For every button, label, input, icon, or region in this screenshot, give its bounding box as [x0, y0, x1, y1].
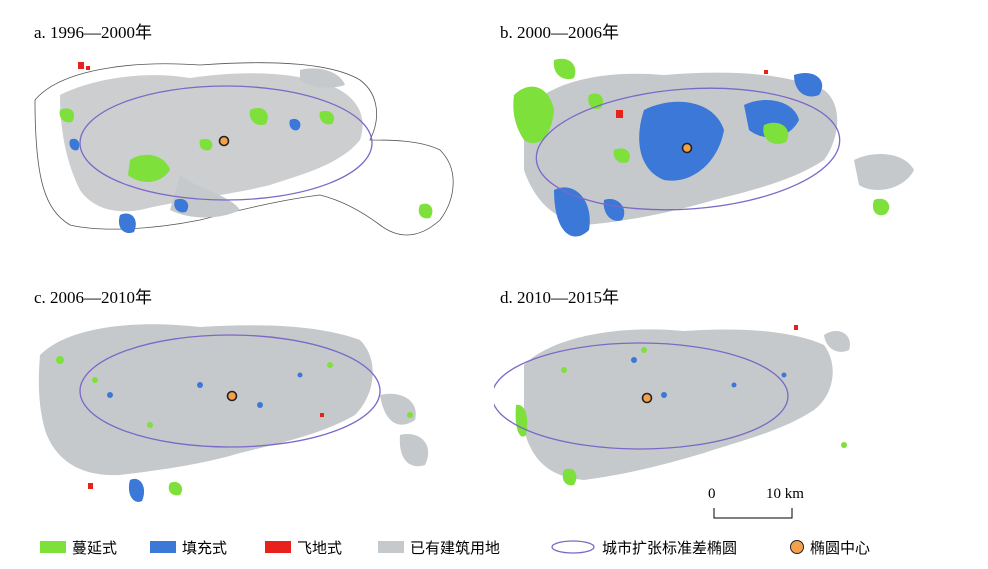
leapfrog-patches-d	[794, 325, 798, 330]
std-ellipse-b	[535, 87, 841, 211]
legend-item-sprawl: 蔓延式	[40, 536, 117, 558]
map-a	[34, 62, 454, 236]
sprawl-patches-c	[56, 356, 413, 496]
ellipse-center-b	[681, 142, 693, 154]
legend-label-center: 椭圆中心	[810, 538, 871, 557]
leapfrog-patches-b	[616, 70, 768, 118]
scale-line	[713, 508, 793, 519]
map-panel-c: c. 2006—2010年	[0, 265, 494, 523]
infill-patches-b	[554, 72, 823, 237]
sprawl-swatch	[40, 541, 66, 553]
legend-item-ellipse: 城市扩张标准差椭圆	[550, 536, 737, 558]
map-panel-d: d. 2010—2015年	[494, 265, 988, 523]
sprawl-patches-b	[513, 58, 890, 216]
ellipse-center-d	[641, 392, 653, 404]
legend-item-leapfrog: 飞地式	[265, 536, 342, 558]
infill-patches-d	[631, 357, 787, 398]
std-ellipse-d	[494, 342, 789, 450]
scale-label-zero: 0	[708, 486, 716, 502]
panel-title-b: b. 2000—2006年	[500, 23, 619, 42]
ellipse-center-a	[218, 135, 230, 147]
infill-patches-a	[69, 118, 301, 234]
scale-bar: 0 10 km	[706, 486, 826, 526]
map-c	[38, 324, 429, 502]
legend-item-infill: 填充式	[150, 536, 227, 558]
existing-swatch	[378, 541, 404, 553]
std-ellipse-a	[79, 85, 373, 201]
ellipse-swatch-icon	[551, 540, 595, 554]
leapfrog-patches-a	[78, 62, 90, 70]
existing-land-d	[524, 329, 850, 480]
scale-label-ten: 10 km	[766, 486, 804, 502]
map-panel-a: a. 1996—2000年	[0, 0, 494, 258]
existing-land-c	[38, 324, 429, 476]
legend-label-sprawl: 蔓延式	[72, 538, 118, 557]
legend-label-ellipse: 城市扩张标准差椭圆	[602, 538, 738, 557]
legend-label-existing: 已有建筑用地	[410, 538, 501, 557]
legend-item-center: 椭圆中心	[790, 536, 870, 558]
map-b	[513, 58, 914, 237]
ellipse-center-c	[226, 390, 238, 402]
panel-title-d: d. 2010—2015年	[500, 288, 619, 307]
leapfrog-patches-c	[88, 413, 324, 489]
legend: 蔓延式 填充式 飞地式 已有建筑用地 城市扩张标准差椭圆 椭圆中心	[0, 530, 988, 566]
legend-label-leapfrog: 飞地式	[297, 538, 343, 557]
infill-swatch	[150, 541, 176, 553]
leapfrog-swatch	[265, 541, 291, 553]
panel-title-c: c. 2006—2010年	[34, 288, 153, 307]
infill-patches-c	[107, 372, 303, 502]
std-ellipse-c	[79, 334, 381, 448]
map-d	[494, 325, 850, 486]
map-panel-b: b. 2000—2006年	[494, 0, 988, 258]
panel-title-a: a. 1996—2000年	[34, 23, 153, 42]
center-dot-icon	[790, 540, 804, 554]
legend-item-existing: 已有建筑用地	[378, 536, 500, 558]
sprawl-patches-a	[59, 107, 433, 219]
legend-label-infill: 填充式	[182, 538, 228, 557]
